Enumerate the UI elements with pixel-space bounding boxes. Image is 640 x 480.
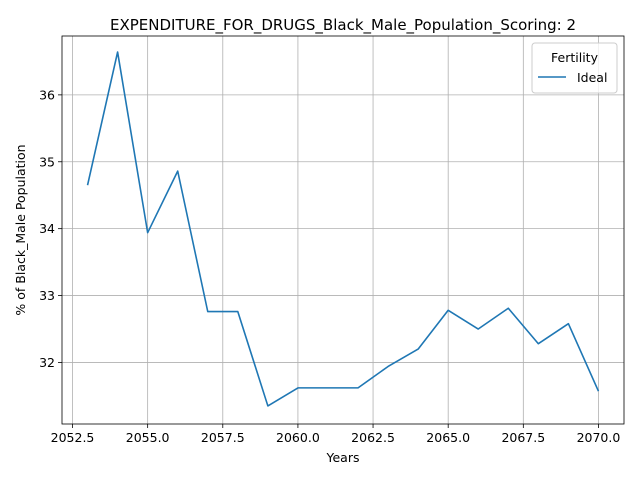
y-axis-label: % of Black_Male Population bbox=[13, 144, 28, 315]
x-axis-label: Years bbox=[326, 450, 360, 465]
x-tick-label: 2070.0 bbox=[577, 430, 621, 445]
y-tick-label: 34 bbox=[39, 221, 55, 236]
y-tick-label: 33 bbox=[39, 288, 55, 303]
legend-title: Fertility bbox=[551, 50, 599, 65]
series-line-ideal bbox=[86, 51, 600, 407]
y-tick-label: 35 bbox=[39, 154, 55, 169]
x-tick-label: 2052.5 bbox=[51, 430, 95, 445]
x-tick-label: 2057.5 bbox=[201, 430, 245, 445]
x-tick-label: 2065.0 bbox=[426, 430, 470, 445]
chart-title: EXPENDITURE_FOR_DRUGS_Black_Male_Populat… bbox=[110, 16, 576, 35]
x-tick-label: 2067.5 bbox=[501, 430, 545, 445]
series-layer bbox=[86, 51, 600, 407]
legend-label-ideal: Ideal bbox=[577, 70, 607, 85]
plot-frame bbox=[61, 35, 625, 425]
x-tick-label: 2055.0 bbox=[126, 430, 170, 445]
legend: Fertility Ideal bbox=[531, 42, 618, 94]
x-tick-label: 2060.0 bbox=[276, 430, 320, 445]
y-tick-label: 36 bbox=[39, 87, 55, 102]
legend-box bbox=[531, 42, 618, 94]
axis-ticks: 2052.5 2055.0 2057.5 2060.0 2062.5 2065.0 2067… bbox=[39, 87, 620, 445]
x-tick-label: 2062.5 bbox=[351, 430, 395, 445]
y-tick-label: 32 bbox=[39, 355, 55, 370]
